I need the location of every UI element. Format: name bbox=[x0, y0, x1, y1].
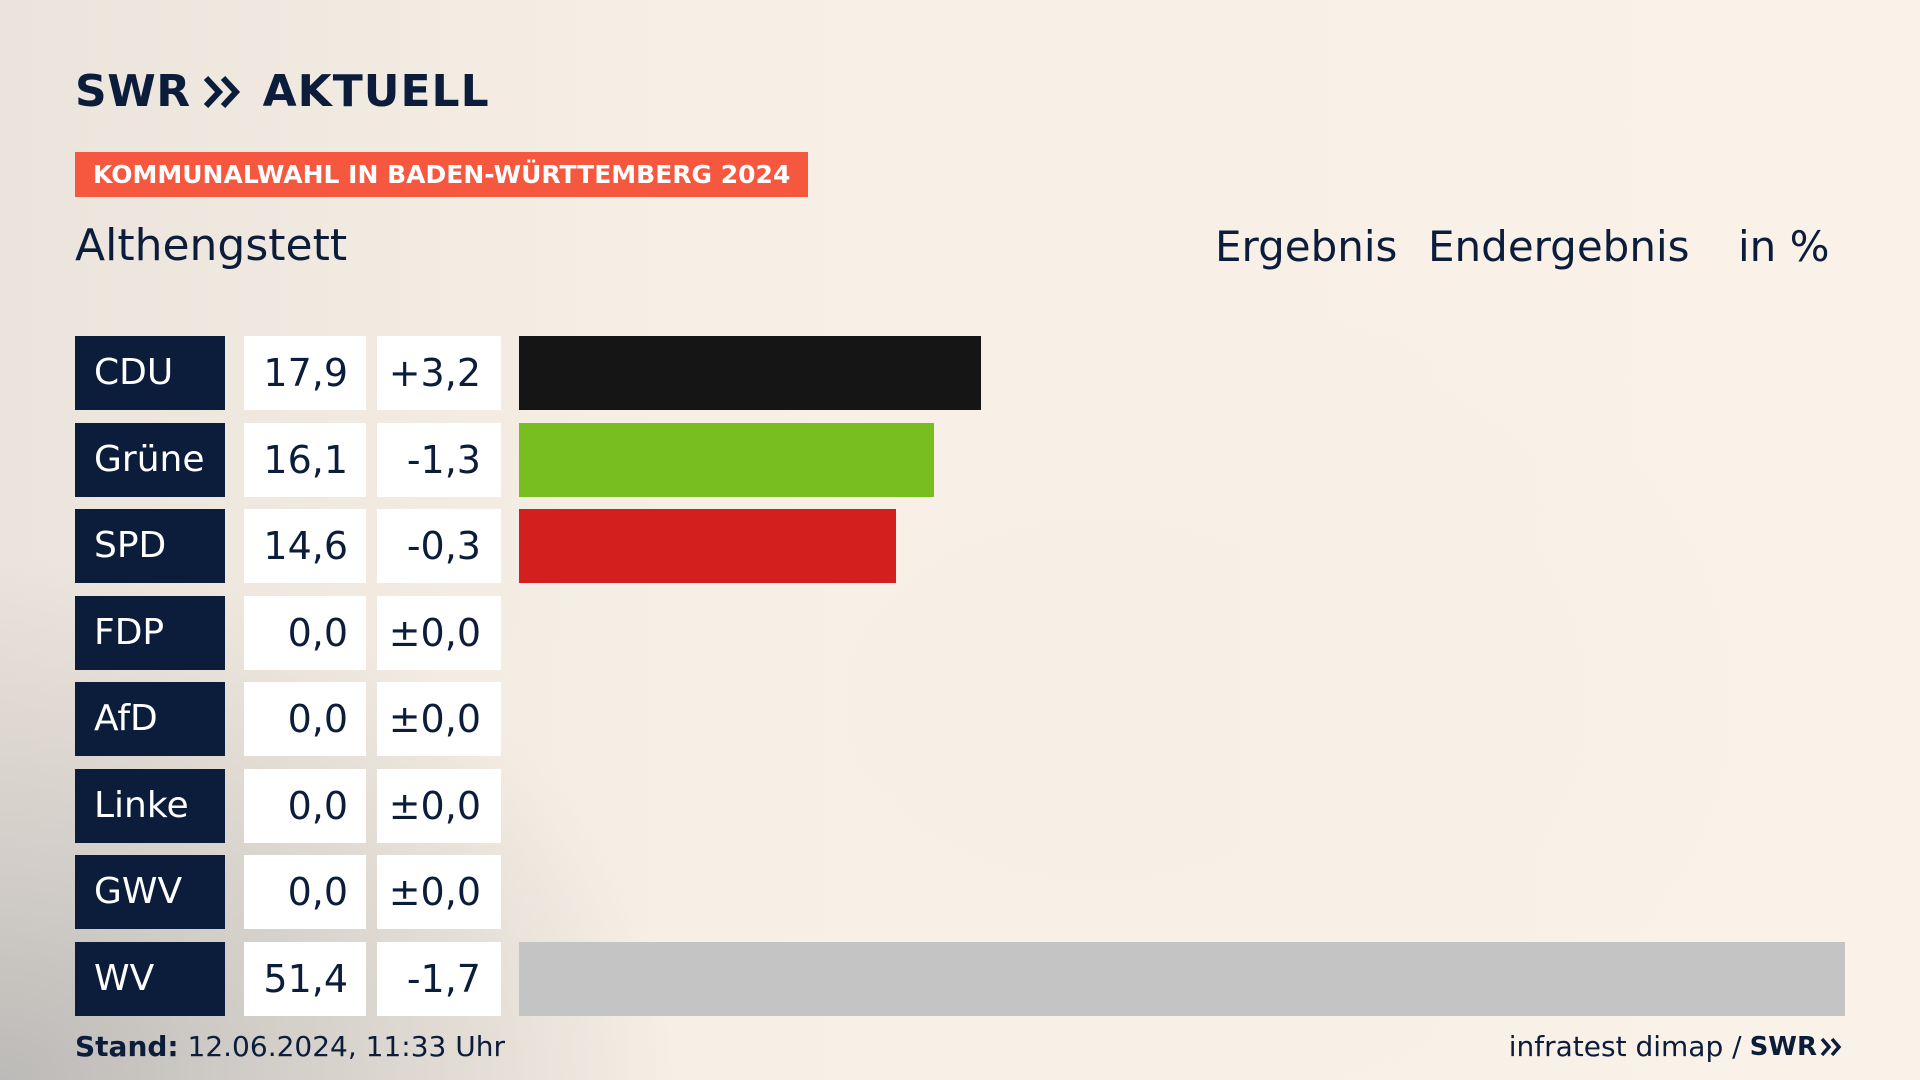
result-diff: ±0,0 bbox=[377, 682, 501, 756]
source-credit: infratest dimap / SWR bbox=[1509, 1030, 1844, 1063]
result-diff: ±0,0 bbox=[377, 596, 501, 670]
result-value: 14,6 bbox=[244, 509, 366, 583]
result-bar bbox=[519, 942, 1845, 1016]
result-row-fdp: FDP 0,0 ±0,0 bbox=[75, 596, 1845, 670]
result-diff: -1,3 bbox=[377, 423, 501, 497]
stand-value: 12.06.2024, 11:33 Uhr bbox=[187, 1030, 505, 1063]
result-row-grüne: Grüne 16,1 -1,3 bbox=[75, 423, 1845, 497]
result-row-wv: WV 51,4 -1,7 bbox=[75, 942, 1845, 1016]
party-label: Linke bbox=[75, 769, 225, 843]
party-label: Grüne bbox=[75, 423, 225, 497]
result-row-gwv: GWV 0,0 ±0,0 bbox=[75, 855, 1845, 929]
election-banner: KOMMUNALWAHL IN BADEN-WÜRTTEMBERG 2024 bbox=[75, 152, 809, 197]
result-value: 17,9 bbox=[244, 336, 366, 410]
swr-aktuell-logo: SWR AKTUELL bbox=[75, 66, 490, 117]
source-text: infratest dimap / bbox=[1508, 1030, 1742, 1063]
result-value: 16,1 bbox=[244, 423, 366, 497]
logo-brand: SWR bbox=[75, 66, 191, 117]
result-diff: -0,3 bbox=[377, 509, 501, 583]
party-label: WV bbox=[75, 942, 225, 1016]
stand-label: Stand: bbox=[75, 1030, 179, 1063]
timestamp: Stand: 12.06.2024, 11:33 Uhr bbox=[75, 1030, 505, 1063]
result-value: 0,0 bbox=[244, 855, 366, 929]
result-row-spd: SPD 14,6 -0,3 bbox=[75, 509, 1845, 583]
column-header-status: Endergebnis bbox=[1428, 222, 1690, 271]
result-row-cdu: CDU 17,9 +3,2 bbox=[75, 336, 1845, 410]
party-label: AfD bbox=[75, 682, 225, 756]
result-diff: ±0,0 bbox=[377, 769, 501, 843]
party-label: GWV bbox=[75, 855, 225, 929]
result-diff: ±0,0 bbox=[377, 855, 501, 929]
logo-title: AKTUELL bbox=[262, 66, 490, 117]
column-header-ergebnis: Ergebnis bbox=[1215, 222, 1398, 271]
result-value: 51,4 bbox=[244, 942, 366, 1016]
result-bar bbox=[519, 336, 981, 410]
double-chevron-icon bbox=[203, 75, 240, 108]
result-bar bbox=[519, 423, 934, 497]
place-title: Althengstett bbox=[75, 220, 348, 271]
column-header-unit: in % bbox=[1738, 222, 1830, 271]
result-row-linke: Linke 0,0 ±0,0 bbox=[75, 769, 1845, 843]
result-value: 0,0 bbox=[244, 596, 366, 670]
party-label: SPD bbox=[75, 509, 225, 583]
result-diff: +3,2 bbox=[377, 336, 501, 410]
footer-logo: SWR bbox=[1750, 1032, 1844, 1062]
result-diff: -1,7 bbox=[377, 942, 501, 1016]
party-label: CDU bbox=[75, 336, 225, 410]
result-value: 0,0 bbox=[244, 769, 366, 843]
result-row-afd: AfD 0,0 ±0,0 bbox=[75, 682, 1845, 756]
result-value: 0,0 bbox=[244, 682, 366, 756]
party-label: FDP bbox=[75, 596, 225, 670]
footer-brand-text: SWR bbox=[1749, 1031, 1817, 1062]
double-chevron-icon bbox=[1820, 1037, 1842, 1056]
result-bar bbox=[519, 509, 896, 583]
